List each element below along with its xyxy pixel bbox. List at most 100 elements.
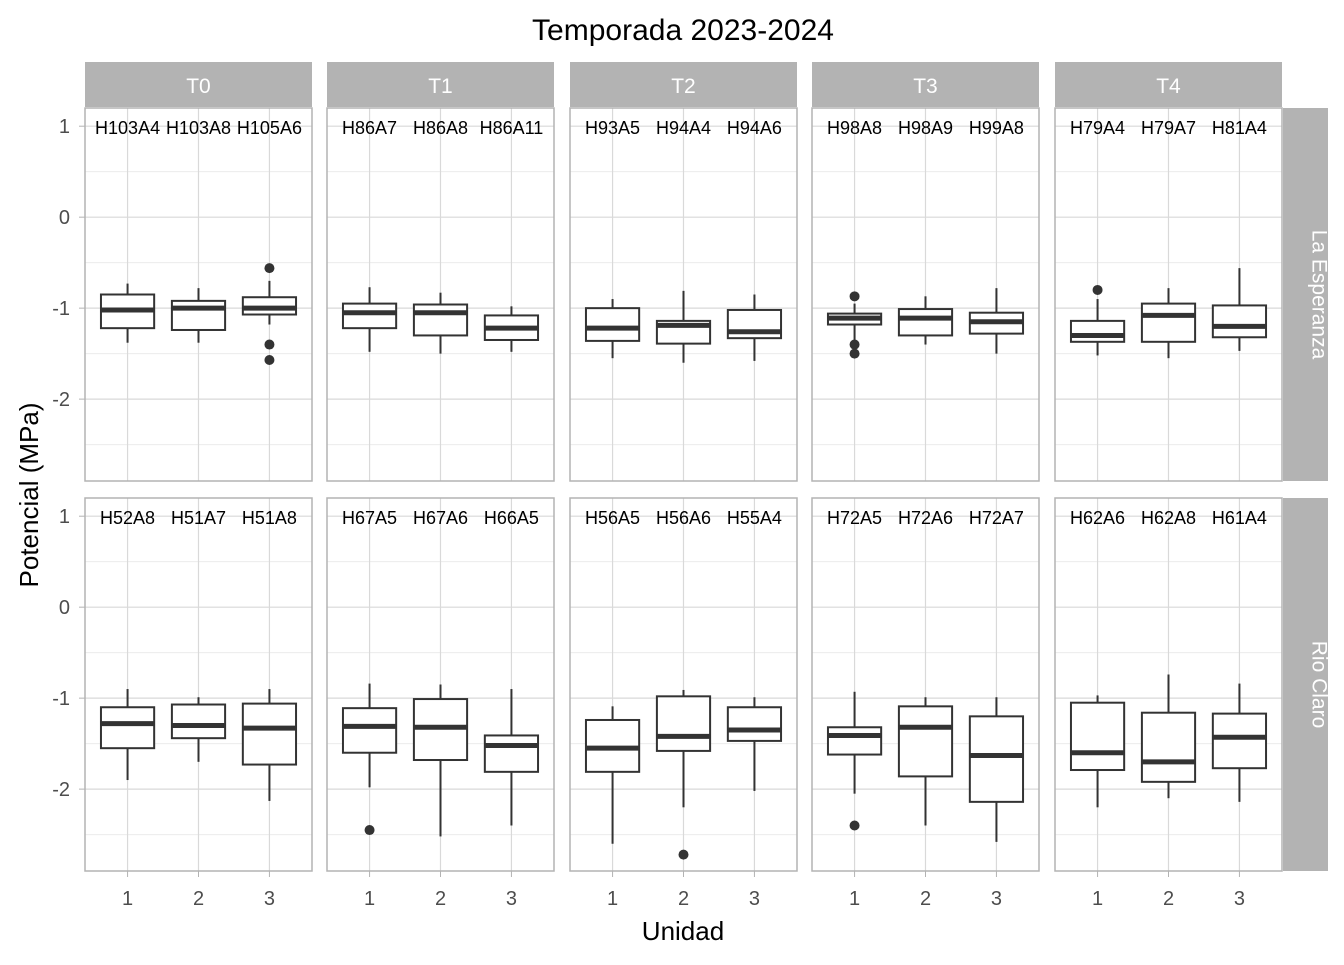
outlier-point — [849, 291, 860, 302]
facet-panel: H93A5 H94A4 H94A6 — [569, 107, 798, 482]
x-tick-label: 3 — [749, 888, 760, 910]
y-tick-label: -2 — [52, 779, 70, 801]
column-strip — [327, 62, 554, 107]
panels-layer: T0 T1 T2 T3 T4 La Esperanza Rio Claro 1 0 -1 -2 1 0 -… — [52, 62, 1331, 910]
sample-label: H56A5 — [585, 508, 640, 528]
iqr-box — [241, 702, 298, 766]
boxplot-box-group — [241, 689, 298, 801]
sample-label: H103A4 — [95, 118, 160, 138]
column-strip-label: T2 — [671, 75, 696, 98]
boxplot-box-group — [655, 290, 712, 363]
iqr-box — [170, 299, 227, 331]
row-strip — [1283, 498, 1328, 871]
outlier-point — [849, 820, 860, 831]
boxplot-box-group — [99, 283, 156, 343]
iqr-box — [341, 302, 398, 330]
outlier-point — [678, 849, 689, 860]
sample-label: H93A5 — [585, 118, 640, 138]
sample-label: H72A6 — [898, 508, 953, 528]
boxplot-box-group — [826, 291, 883, 359]
sample-label: H61A4 — [1212, 508, 1267, 528]
iqr-box — [170, 703, 227, 740]
sample-label: H98A8 — [827, 118, 882, 138]
iqr-box — [1069, 701, 1126, 772]
x-tick-label: 3 — [264, 888, 275, 910]
sample-label: H105A6 — [237, 118, 302, 138]
boxplot-box-group — [170, 697, 227, 762]
sample-label: H99A8 — [969, 118, 1024, 138]
sample-label: H81A4 — [1212, 118, 1267, 138]
sample-label: H86A8 — [413, 118, 468, 138]
row-strip — [1283, 108, 1328, 481]
sample-label: H72A5 — [827, 508, 882, 528]
boxplot-box-group — [241, 263, 298, 366]
column-strip — [1055, 62, 1282, 107]
sample-label: H52A8 — [100, 508, 155, 528]
iqr-box — [1211, 712, 1268, 770]
sample-label: H94A6 — [727, 118, 782, 138]
y-tick-label: 1 — [59, 506, 70, 528]
panel-border — [1054, 107, 1283, 482]
boxplot-box-group — [655, 689, 712, 860]
boxplot-box-group — [412, 684, 469, 837]
column-strip — [85, 62, 312, 107]
outlier-point — [264, 355, 275, 366]
x-tick-label: 3 — [991, 888, 1002, 910]
sample-label: H62A6 — [1070, 508, 1125, 528]
iqr-box — [726, 706, 783, 742]
outlier-point — [264, 339, 275, 350]
boxplot-box-group — [341, 683, 398, 836]
boxplot-box-group — [1211, 683, 1268, 802]
x-tick-label: 1 — [607, 888, 618, 910]
boxplot-box-group — [170, 288, 227, 343]
x-tick-label: 2 — [435, 888, 446, 910]
sample-label: H56A6 — [656, 508, 711, 528]
sample-label: H62A8 — [1141, 508, 1196, 528]
sample-label: H79A7 — [1141, 118, 1196, 138]
sample-label: H94A4 — [656, 118, 711, 138]
boxplot-box-group — [1140, 288, 1197, 359]
sample-label: H55A4 — [727, 508, 782, 528]
facet-panel: H67A5 H67A6 H66A5 — [326, 497, 555, 872]
sample-label: H86A11 — [480, 118, 544, 138]
outlier-point — [364, 825, 375, 836]
column-strip — [570, 62, 797, 107]
panel-border — [84, 497, 313, 872]
x-tick-label: 2 — [193, 888, 204, 910]
column-strip — [812, 62, 1039, 107]
sample-label: H103A8 — [166, 118, 231, 138]
panel-border — [811, 107, 1040, 482]
sample-label: H98A9 — [898, 118, 953, 138]
boxplot-box-group — [1069, 284, 1126, 356]
boxplot-box-group — [826, 691, 883, 831]
x-tick-label: 1 — [122, 888, 133, 910]
y-tick-label: -1 — [52, 298, 70, 320]
panel-border — [569, 107, 798, 482]
iqr-box — [341, 707, 398, 754]
x-tick-label: 1 — [364, 888, 375, 910]
boxplot-box-group — [412, 292, 469, 354]
sample-label: H86A7 — [342, 118, 397, 138]
boxplot-box-group — [1140, 674, 1197, 799]
iqr-box — [826, 726, 883, 756]
x-tick-label: 3 — [506, 888, 517, 910]
outlier-point — [849, 348, 860, 359]
boxplot-box-group — [897, 296, 954, 345]
iqr-box — [483, 734, 540, 773]
iqr-box — [897, 705, 954, 778]
boxplot-box-group — [341, 287, 398, 352]
panel-border — [811, 497, 1040, 872]
boxplot-box-group — [584, 299, 641, 359]
outlier-point — [1092, 284, 1103, 295]
x-tick-label: 1 — [1092, 888, 1103, 910]
boxplot-box-group — [584, 706, 641, 844]
x-axis-label: Unidad — [642, 916, 724, 946]
boxplot-box-group — [726, 697, 783, 791]
row-strip-label: Rio Claro — [1308, 641, 1331, 729]
iqr-box — [1140, 302, 1197, 343]
facet-panel: H86A7 H86A8 H86A11 — [326, 107, 555, 482]
boxplot-box-group — [1069, 695, 1126, 808]
iqr-box — [1211, 304, 1268, 339]
boxplot-box-group — [483, 306, 540, 352]
